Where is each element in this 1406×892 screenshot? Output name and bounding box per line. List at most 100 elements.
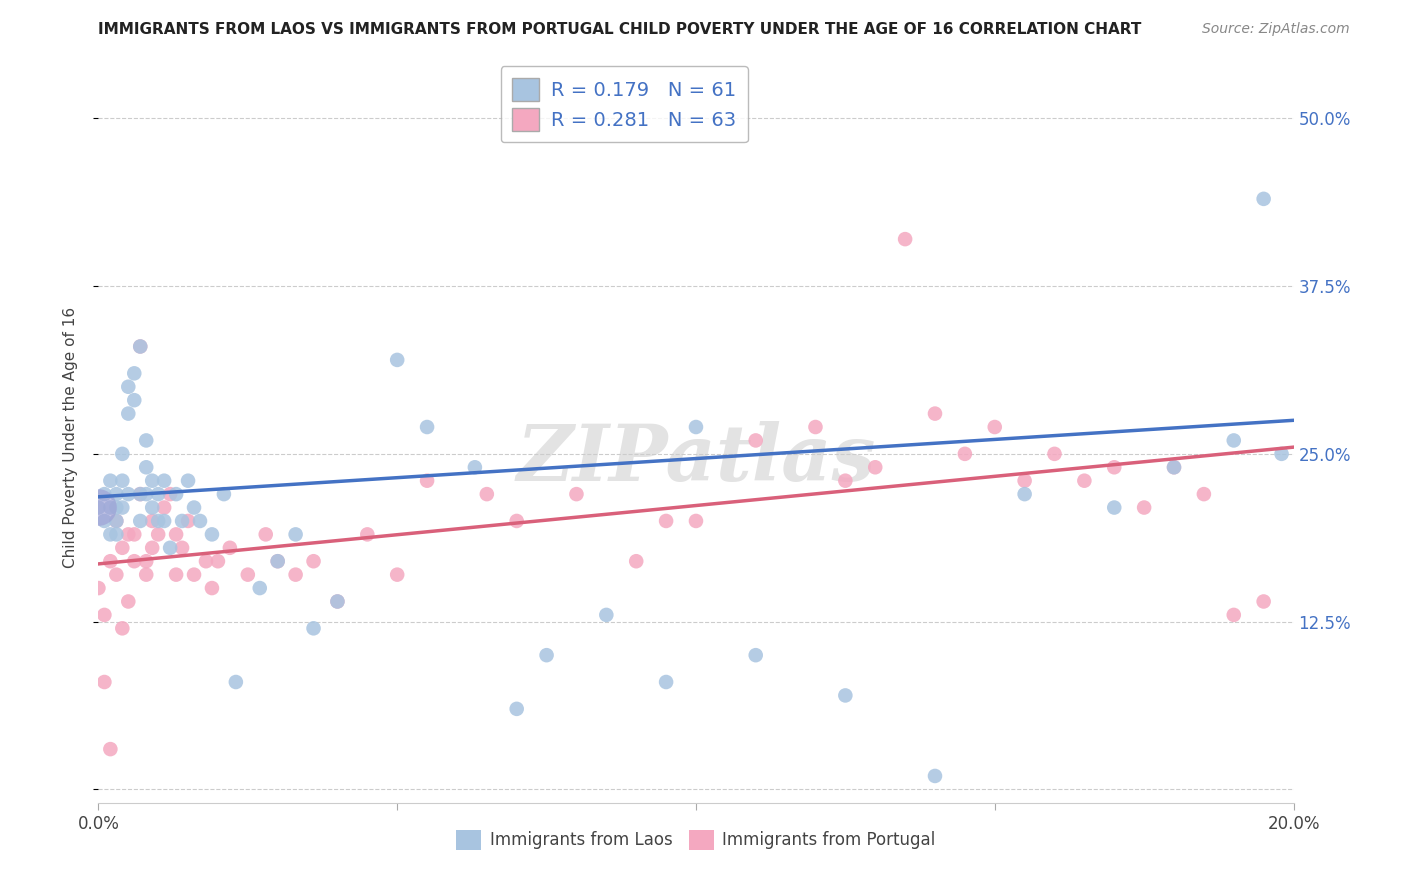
Point — [284, 567, 307, 582]
Point — [153, 514, 176, 528]
Point — [1163, 460, 1185, 475]
Point — [117, 380, 139, 394]
Point — [225, 675, 247, 690]
Point — [111, 500, 134, 515]
Point — [1253, 192, 1275, 206]
Point — [172, 514, 194, 528]
Point — [1073, 474, 1095, 488]
Point — [207, 554, 229, 568]
Point — [183, 567, 205, 582]
Point — [464, 460, 486, 475]
Text: Source: ZipAtlas.com: Source: ZipAtlas.com — [1202, 22, 1350, 37]
Point — [117, 594, 139, 608]
Point — [284, 527, 307, 541]
Point — [135, 554, 157, 568]
Text: IMMIGRANTS FROM LAOS VS IMMIGRANTS FROM PORTUGAL CHILD POVERTY UNDER THE AGE OF : IMMIGRANTS FROM LAOS VS IMMIGRANTS FROM … — [98, 22, 1142, 37]
Point — [177, 514, 200, 528]
Point — [93, 607, 115, 622]
Point — [105, 514, 128, 528]
Point — [201, 581, 224, 595]
Point — [129, 339, 152, 353]
Point — [302, 621, 325, 635]
Point — [141, 541, 163, 555]
Point — [111, 474, 134, 488]
Point — [1253, 594, 1275, 608]
Point — [111, 541, 134, 555]
Point — [1014, 474, 1036, 488]
Point — [141, 500, 163, 515]
Point — [129, 514, 152, 528]
Point — [129, 487, 152, 501]
Point — [105, 487, 128, 501]
Point — [93, 514, 115, 528]
Point — [117, 527, 139, 541]
Point — [804, 420, 827, 434]
Point — [924, 769, 946, 783]
Point — [865, 460, 887, 475]
Point — [105, 567, 128, 582]
Point — [87, 500, 110, 515]
Point — [475, 487, 498, 501]
Point — [87, 581, 110, 595]
Point — [165, 487, 187, 501]
Point — [111, 447, 134, 461]
Point — [153, 474, 176, 488]
Point — [1223, 434, 1246, 448]
Point — [834, 474, 856, 488]
Point — [254, 527, 277, 541]
Point — [105, 500, 128, 515]
Point — [98, 742, 122, 756]
Point — [655, 675, 678, 690]
Point — [129, 487, 152, 501]
Point — [595, 607, 617, 622]
Point — [1014, 487, 1036, 501]
Point — [117, 407, 139, 421]
Point — [111, 621, 134, 635]
Point — [98, 527, 122, 541]
Point — [416, 420, 439, 434]
Point — [536, 648, 558, 662]
Point — [117, 487, 139, 501]
Point — [984, 420, 1007, 434]
Y-axis label: Child Poverty Under the Age of 16: Child Poverty Under the Age of 16 — [63, 307, 77, 567]
Point — [141, 514, 163, 528]
Point — [141, 474, 163, 488]
Point — [1133, 500, 1156, 515]
Point — [1104, 500, 1126, 515]
Point — [685, 420, 707, 434]
Point — [105, 527, 128, 541]
Point — [172, 541, 194, 555]
Point — [385, 352, 409, 367]
Point — [188, 514, 211, 528]
Point — [236, 567, 259, 582]
Point — [124, 527, 146, 541]
Point — [98, 474, 122, 488]
Point — [1043, 447, 1066, 461]
Point — [124, 367, 146, 381]
Point — [655, 514, 678, 528]
Point — [924, 407, 946, 421]
Point — [416, 474, 439, 488]
Point — [165, 567, 187, 582]
Point — [219, 541, 242, 555]
Point — [1163, 460, 1185, 475]
Point — [105, 514, 128, 528]
Point — [93, 675, 115, 690]
Point — [87, 500, 110, 515]
Point — [93, 487, 115, 501]
Point — [626, 554, 648, 568]
Point — [165, 527, 187, 541]
Point — [124, 554, 146, 568]
Point — [135, 487, 157, 501]
Text: ZIPatlas: ZIPatlas — [516, 421, 876, 497]
Point — [183, 500, 205, 515]
Point — [159, 541, 181, 555]
Point — [98, 500, 122, 515]
Point — [834, 689, 856, 703]
Point — [1192, 487, 1215, 501]
Point — [124, 393, 146, 408]
Point — [148, 487, 170, 501]
Point — [129, 339, 152, 353]
Point — [177, 474, 200, 488]
Point — [135, 567, 157, 582]
